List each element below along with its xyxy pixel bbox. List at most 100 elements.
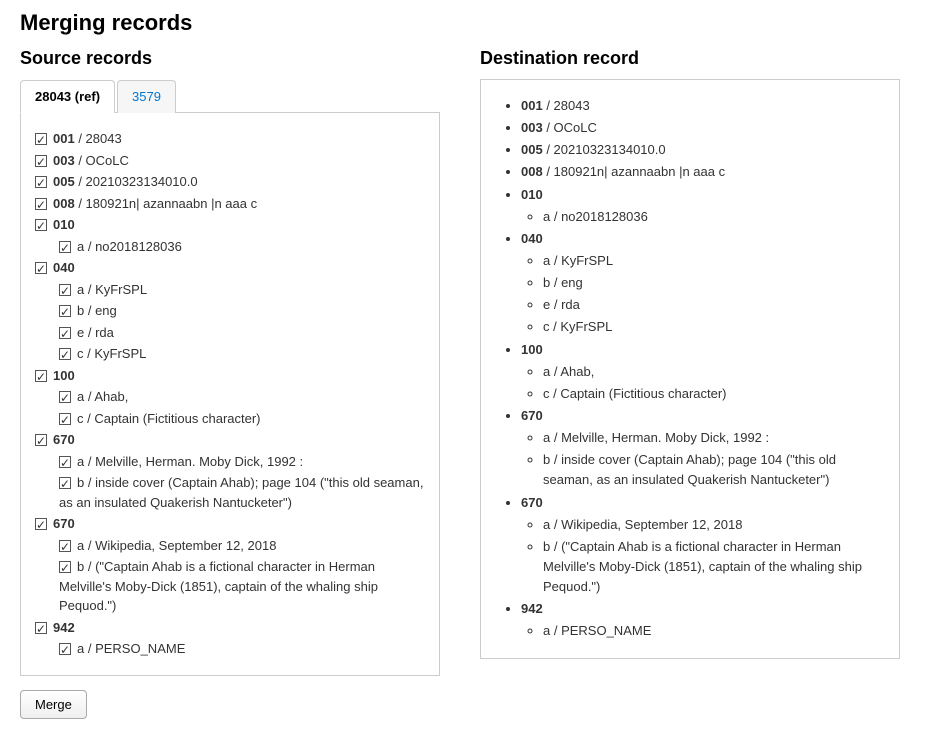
field-tag: 670 (521, 495, 543, 510)
field-label: 001 / 28043 (53, 131, 122, 146)
destination-subfield-list: a / KyFrSPLb / enge / rdac / KyFrSPL (521, 251, 881, 338)
subfield-label: a / Melville, Herman. Moby Dick, 1992 : (77, 454, 303, 469)
destination-field: 670a / Melville, Herman. Moby Dick, 1992… (521, 406, 881, 491)
source-subfield-list: a / Ahab, c / Captain (Fictitious charact… (35, 387, 425, 428)
destination-column: Destination record 001 / 28043003 / OCoL… (480, 48, 900, 659)
destination-panel: 001 / 28043003 / OCoLC005 / 202103231340… (480, 79, 900, 659)
subfield-label: a / KyFrSPL (77, 282, 147, 297)
source-subfield-list: a / PERSO_NAME (35, 639, 425, 659)
checkbox-icon[interactable] (59, 477, 71, 489)
source-subfield-list: a / KyFrSPL b / eng e / rda c / KyFrSPL (35, 280, 425, 364)
destination-subfield-list: a / Wikipedia, September 12, 2018b / ("C… (521, 515, 881, 598)
source-tabs: 28043 (ref)3579 (20, 79, 440, 113)
source-field: 005 / 20210323134010.0 (35, 172, 425, 192)
subfield-label: e / rda (77, 325, 114, 340)
source-column: Source records 28043 (ref)3579 001 / 280… (20, 48, 440, 719)
checkbox-icon[interactable] (35, 262, 47, 274)
source-subfield: c / KyFrSPL (59, 344, 425, 364)
destination-heading: Destination record (480, 48, 900, 69)
destination-field: 670 a / Wikipedia, September 12, 2018b / … (521, 493, 881, 598)
source-panel: 001 / 28043 003 / OCoLC 005 / 202103231340… (20, 113, 440, 676)
checkbox-icon[interactable] (35, 219, 47, 231)
main-layout: Source records 28043 (ref)3579 001 / 280… (20, 48, 912, 719)
subfield-label: a / Ahab, (77, 389, 128, 404)
checkbox-icon[interactable] (59, 561, 71, 573)
destination-subfield: a / no2018128036 (543, 207, 881, 227)
destination-subfield: c / Captain (Fictitious character) (543, 384, 881, 404)
source-field: 040 (35, 258, 425, 278)
subfield-label: b / inside cover (Captain Ahab); page 10… (59, 475, 423, 510)
destination-subfield: a / PERSO_NAME (543, 621, 881, 641)
source-field: 942 (35, 618, 425, 638)
field-label: 003 / OCoLC (53, 153, 129, 168)
checkbox-icon[interactable] (35, 155, 47, 167)
source-field: 010 (35, 215, 425, 235)
subfield-label: a / PERSO_NAME (77, 641, 185, 656)
destination-subfield: c / KyFrSPL (543, 317, 881, 337)
source-field-list: 001 / 28043 003 / OCoLC 005 / 202103231340… (35, 129, 425, 659)
checkbox-icon[interactable] (59, 327, 71, 339)
checkbox-icon[interactable] (59, 284, 71, 296)
destination-subfield: b / inside cover (Captain Ahab); page 10… (543, 450, 881, 490)
destination-field: 005 / 20210323134010.0 (521, 140, 881, 160)
field-label: 010 (53, 217, 75, 232)
checkbox-icon[interactable] (35, 198, 47, 210)
source-tab[interactable]: 28043 (ref) (20, 80, 115, 113)
source-subfield-list: a / no2018128036 (35, 237, 425, 257)
source-field: 670 (35, 430, 425, 450)
source-field: 100 (35, 366, 425, 386)
checkbox-icon[interactable] (59, 540, 71, 552)
field-tag: 008 (521, 164, 543, 179)
checkbox-icon[interactable] (59, 413, 71, 425)
source-subfield: b / eng (59, 301, 425, 321)
destination-subfield: a / Melville, Herman. Moby Dick, 1992 : (543, 428, 881, 448)
source-heading: Source records (20, 48, 440, 69)
field-tag: 100 (521, 342, 543, 357)
source-subfield: e / rda (59, 323, 425, 343)
checkbox-icon[interactable] (59, 241, 71, 253)
field-label: 670 (53, 516, 75, 531)
source-subfield: a / PERSO_NAME (59, 639, 425, 659)
source-subfield-list: a / Wikipedia, September 12, 2018b / ("C… (35, 536, 425, 616)
subfield-label: a / no2018128036 (77, 239, 182, 254)
checkbox-icon[interactable] (35, 518, 47, 530)
field-tag: 942 (521, 601, 543, 616)
merge-button[interactable]: Merge (20, 690, 87, 719)
checkbox-icon[interactable] (35, 176, 47, 188)
subfield-label: b / ("Captain Ahab is a fictional charac… (59, 559, 378, 613)
destination-subfield: a / KyFrSPL (543, 251, 881, 271)
checkbox-icon[interactable] (59, 348, 71, 360)
field-tag: 003 (521, 120, 543, 135)
checkbox-icon[interactable] (35, 434, 47, 446)
source-subfield: b / ("Captain Ahab is a fictional charac… (59, 557, 425, 616)
checkbox-icon[interactable] (59, 643, 71, 655)
page-title: Merging records (20, 10, 912, 36)
source-field: 670 (35, 514, 425, 534)
field-label: 670 (53, 432, 75, 447)
subfield-label: c / Captain (Fictitious character) (77, 411, 261, 426)
checkbox-icon[interactable] (59, 305, 71, 317)
checkbox-icon[interactable] (35, 370, 47, 382)
checkbox-icon[interactable] (35, 133, 47, 145)
destination-field-list: 001 / 28043003 / OCoLC005 / 202103231340… (499, 96, 881, 642)
source-subfield-list: a / Melville, Herman. Moby Dick, 1992 : b… (35, 452, 425, 513)
destination-subfield: a / Wikipedia, September 12, 2018 (543, 515, 881, 535)
checkbox-icon[interactable] (35, 622, 47, 634)
source-tab[interactable]: 3579 (117, 80, 176, 113)
field-label: 005 / 20210323134010.0 (53, 174, 198, 189)
source-field: 003 / OCoLC (35, 151, 425, 171)
subfield-label: c / KyFrSPL (77, 346, 146, 361)
destination-subfield-list: a / PERSO_NAME (521, 621, 881, 641)
checkbox-icon[interactable] (59, 391, 71, 403)
checkbox-icon[interactable] (59, 456, 71, 468)
field-tag: 040 (521, 231, 543, 246)
field-tag: 001 (521, 98, 543, 113)
destination-subfield: b / eng (543, 273, 881, 293)
destination-subfield: a / Ahab, (543, 362, 881, 382)
source-field: 001 / 28043 (35, 129, 425, 149)
source-subfield: a / KyFrSPL (59, 280, 425, 300)
field-label: 942 (53, 620, 75, 635)
source-subfield: c / Captain (Fictitious character) (59, 409, 425, 429)
field-label: 008 / 180921n| azannaabn |n aaa c (53, 196, 257, 211)
source-subfield: a / Ahab, (59, 387, 425, 407)
